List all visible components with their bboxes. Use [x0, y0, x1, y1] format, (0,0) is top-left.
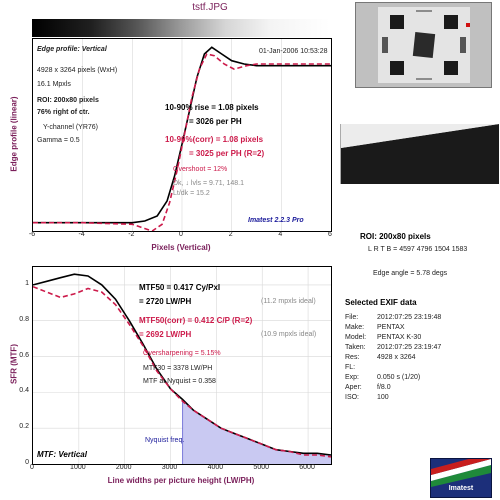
imatest-logo-text: Imatest: [448, 485, 474, 492]
roi-position: 76% right of ctr.: [37, 109, 90, 116]
exif-value: 4928 x 3264: [377, 354, 416, 361]
file-title: tstf.JPG: [192, 2, 228, 13]
mtf50-ideal: (11.2 mpxls ideal): [261, 298, 316, 305]
series-line-1: [33, 53, 331, 231]
exif-value: f/8.0: [377, 384, 391, 391]
x-tick-label-6: 6: [328, 231, 332, 238]
mtf-plot: [33, 267, 331, 464]
x-tick-label-2: -2: [128, 231, 135, 238]
overshoot-value: Overshoot = 12%: [173, 166, 228, 173]
x-tick-label-4: 4000: [207, 464, 224, 471]
mtf-xticks: 0 1000 2000 3000 4000 5000 6000: [30, 464, 330, 474]
roi-lrtb: L R T B = 4597 4796 1504 1583: [368, 246, 468, 253]
edge-ylabel: Edge profile (linear): [9, 96, 19, 172]
imatest-version: Imatest 2.2.3 Pro: [248, 217, 304, 224]
series-line-1: [33, 285, 331, 458]
mtf-nyquist-value: MTF at Nyquist = 0.358: [143, 378, 216, 385]
y-tick-label-2: 0.4: [19, 387, 29, 395]
exif-value: 100: [377, 394, 389, 401]
exif-key: File:: [345, 314, 359, 321]
roi-title: ROI: 200x80 pixels: [360, 232, 431, 241]
edge-angle: Edge angle = 5.78 degs: [373, 270, 448, 277]
exif-key: Taken:: [345, 344, 366, 351]
exif-title: Selected EXIF data: [345, 298, 417, 307]
exif-key: ISO:: [345, 394, 360, 401]
x-tick-label-2: 2000: [115, 464, 132, 471]
rise-corr-value: 10-90%(corr) = 1.08 pixels: [165, 135, 264, 144]
roi-edge-icon: [341, 124, 499, 184]
exif-value: 2012:07:25 23:19:48: [377, 314, 442, 321]
x-tick-label-6: 6000: [299, 464, 315, 471]
mtf-panel-label: MTF: Vertical: [37, 450, 87, 459]
edge-xlabel: Pixels (Vertical): [151, 243, 211, 252]
edge-date: 01-Jan-2006 10:53:28: [259, 48, 328, 55]
light-dark-ratio: Lt/dk = 15.2: [173, 190, 210, 197]
exif-key: FL:: [345, 364, 356, 371]
exif-value: 2012:07:25 23:19:47: [377, 344, 442, 351]
mtf50-corr-value: MTF50(corr) = 0.412 C/P (R=2): [139, 316, 253, 325]
exif-key: Model:: [345, 334, 367, 341]
test-chart-thumbnail: [355, 2, 492, 88]
mtf30-value: MTF30 = 3378 LW/PH: [143, 365, 213, 372]
mtf50-value: MTF50 = 0.417 Cy/Pxl: [139, 283, 221, 292]
mtf-yticks: 0 0.2 0.4 0.6 0.8 1: [0, 266, 31, 466]
y-tick-label-1: 0.2: [19, 423, 29, 431]
gamma-label: Gamma = 0.5: [37, 137, 80, 144]
exif-key: Make:: [345, 324, 365, 331]
x-tick-label-5: 5000: [253, 464, 269, 471]
rise-per-ph: = 3026 per PH: [189, 117, 242, 126]
image-size: 4928 x 3264 pixels (WxH): [37, 67, 118, 74]
mtf50-corr-ideal: (10.9 mpxls ideal): [261, 331, 317, 338]
edge-profile-label: Edge profile: Vertical: [37, 46, 107, 53]
mtf50-corr-lwph: = 2692 LW/PH: [139, 330, 192, 339]
edge-profile-plot: [33, 39, 331, 231]
oversharpening-value: Oversharpening = 5.15%: [143, 350, 221, 357]
dark-levels: Dk, ↓ lvls = 9.71, 148.1: [173, 180, 245, 187]
x-tick-label-1: -4: [78, 231, 85, 238]
exif-key: Exp:: [345, 374, 360, 381]
nyquist-region: [182, 399, 331, 464]
y-tick-label-5: 1: [25, 279, 29, 287]
exif-value: PENTAX: [377, 324, 405, 331]
exif-value: 0.050 s (1/20): [377, 374, 421, 381]
roi-label: ROI: 200x80 pixels: [37, 97, 99, 104]
x-tick-label-3: 3000: [161, 464, 178, 471]
edge-profile-chart: Edge profile: Vertical 01-Jan-2006 10:53…: [32, 38, 332, 232]
imatest-logo: Imatest: [430, 458, 492, 498]
x-tick-label-1: 1000: [70, 464, 86, 471]
exif-key: Aper:: [345, 384, 362, 391]
x-tick-label-5: 4: [278, 231, 283, 238]
exif-key: Res:: [345, 354, 360, 361]
gray-gradient-bar: [32, 19, 330, 37]
y-tick-label-3: 0.6: [19, 351, 29, 359]
edge-xticks: -6 -4 -2 0 2 4 6: [29, 231, 332, 241]
x-tick-label-4: 2: [228, 231, 233, 238]
rise-corr-per-ph: = 3025 per PH (R=2): [189, 149, 265, 158]
mtf-xlabel: Line widths per picture height (LW/PH): [107, 476, 255, 485]
channel-label: Y-channel (YR76): [43, 124, 98, 131]
mtf-chart: MTF50 = 0.417 Cy/Pxl = 2720 LW/PH (11.2 …: [32, 266, 332, 465]
exif-value: PENTAX K-30: [377, 334, 422, 341]
imatest-logo-icon: [431, 459, 491, 487]
x-tick-label-0: 0: [30, 464, 34, 471]
y-tick-label-4: 0.8: [19, 315, 29, 323]
x-tick-label-3: 0: [179, 231, 183, 238]
roi-edge-image: [340, 124, 499, 184]
rise-value: 10-90% rise = 1.08 pixels: [165, 103, 259, 112]
image-mpxls: 16.1 Mpxls: [37, 81, 71, 88]
mtf50-lwph: = 2720 LW/PH: [139, 297, 192, 306]
nyquist-label: Nyquist freq.: [145, 437, 185, 444]
y-tick-label-0: 0: [25, 459, 29, 466]
test-chart-icon: [356, 3, 491, 87]
x-tick-label-0: -6: [28, 231, 36, 238]
